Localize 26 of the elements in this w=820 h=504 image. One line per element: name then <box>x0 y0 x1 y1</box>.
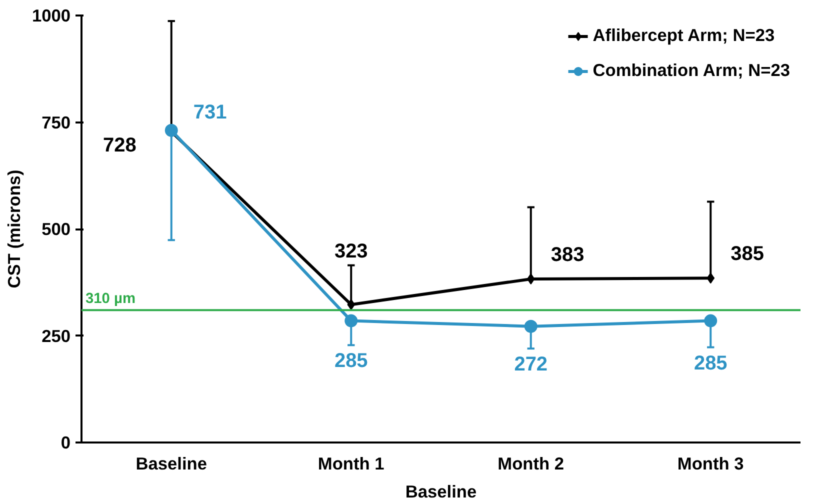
data-label: 383 <box>550 244 584 266</box>
point <box>344 314 358 328</box>
point <box>164 124 178 137</box>
y-tick-label: 500 <box>42 219 71 239</box>
x-tick-label: Month 1 <box>318 454 385 474</box>
data-label: 731 <box>193 101 227 124</box>
x-tick-label: Month 3 <box>677 454 744 474</box>
data-label: 285 <box>694 352 728 374</box>
y-axis-title: CST (microns) <box>4 170 24 288</box>
point <box>524 320 538 333</box>
x-tick-label: Baseline <box>136 454 208 474</box>
ref-line-label: 310 µm <box>86 291 136 308</box>
data-label: 728 <box>103 134 136 157</box>
data-label: 272 <box>514 354 548 376</box>
y-tick-label: 250 <box>42 326 71 346</box>
data-label: 285 <box>334 350 368 372</box>
data-label: 323 <box>334 240 368 262</box>
y-tick-label: 1000 <box>32 6 71 26</box>
y-tick-label: 750 <box>42 112 71 132</box>
data-label: 385 <box>730 243 764 266</box>
legend-label: Aflibercept Arm; N=23 <box>592 25 775 46</box>
x-axis-title: Baseline <box>405 482 477 502</box>
legend-label: Combination Arm; N=23 <box>592 60 790 81</box>
y-tick-label: 0 <box>60 432 71 452</box>
x-tick-label: Month 2 <box>498 454 564 474</box>
point <box>704 314 718 328</box>
